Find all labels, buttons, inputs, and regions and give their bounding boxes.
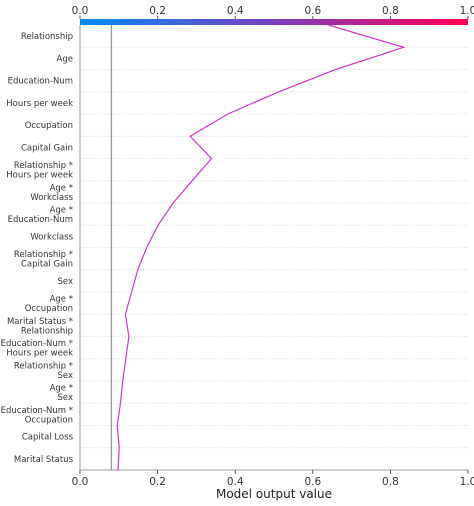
feature-label: Age * Occupation xyxy=(25,295,73,315)
feature-label: Capital Loss xyxy=(22,433,74,443)
plot-frame xyxy=(79,25,468,471)
feature-label: Age * Sex xyxy=(50,384,73,404)
top-tick-label: 0.4 xyxy=(227,5,244,17)
bottom-tick-label: 0.8 xyxy=(382,476,399,488)
top-tick-label: 1.0 xyxy=(460,5,474,17)
feature-label: Relationship * Capital Gain xyxy=(14,250,73,270)
top-axis: 0.0 0.2 0.4 0.6 0.8 1.0 xyxy=(72,5,474,19)
feature-label: Education-Num xyxy=(8,77,73,87)
top-tick-label: 0.2 xyxy=(149,5,166,17)
feature-label: Education-Num * Occupation xyxy=(1,406,73,426)
top-tick-label: 0.8 xyxy=(382,5,399,17)
feature-label: Age xyxy=(57,54,73,64)
bottom-tick-label: 1.0 xyxy=(460,476,474,488)
feature-label: Relationship * Sex xyxy=(14,361,73,381)
feature-label: Sex xyxy=(57,277,73,287)
bottom-tick-label: 0.4 xyxy=(227,476,244,488)
colorbar xyxy=(80,19,468,25)
feature-label: Education-Num * Hours per week xyxy=(1,339,73,359)
feature-label: Age * Workclass xyxy=(30,183,73,203)
top-tick-label: 0.0 xyxy=(72,5,89,17)
feature-label: Marital Status xyxy=(14,455,74,465)
feature-label: Capital Gain xyxy=(21,143,73,153)
feature-labels: Relationship Age Education-Num Hours per we… xyxy=(1,32,74,465)
feature-label: Marital Status * Relationship xyxy=(7,317,73,337)
bottom-tick-label: 0.0 xyxy=(72,476,89,488)
feature-label: Age * Education-Num xyxy=(8,206,73,226)
feature-label: Relationship xyxy=(21,32,73,42)
top-tick-label: 0.6 xyxy=(304,5,321,17)
decision-line xyxy=(116,24,406,471)
grid-lines xyxy=(80,46,468,449)
bottom-tick-label: 0.2 xyxy=(149,476,166,488)
feature-label: Relationship * Hours per week xyxy=(6,161,73,181)
feature-label: Workclass xyxy=(30,232,73,242)
feature-label: Hours per week xyxy=(6,99,73,109)
x-axis-title: Model output value xyxy=(216,487,332,501)
bottom-axis: 0.0 0.2 0.4 0.6 0.8 1.0 xyxy=(72,470,474,488)
bottom-tick-label: 0.6 xyxy=(304,476,321,488)
feature-label: Occupation xyxy=(25,121,73,131)
